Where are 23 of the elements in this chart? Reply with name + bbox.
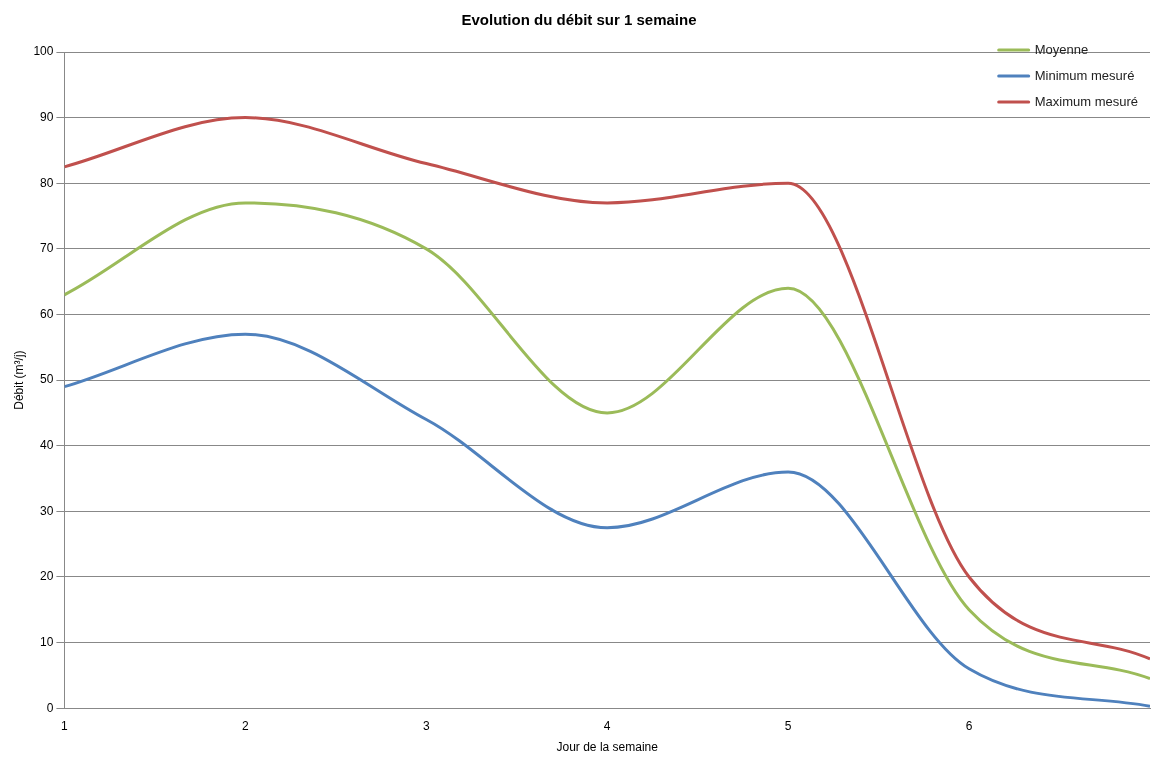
x-tick-label: 1 xyxy=(61,718,69,733)
legend-label: Maximum mesuré xyxy=(1034,93,1138,109)
x-tick-label: 5 xyxy=(784,718,792,733)
y-tick-label: 60 xyxy=(40,306,54,321)
x-tick-label: 4 xyxy=(603,718,611,733)
chart-title: Evolution du débit sur 1 semaine xyxy=(461,11,697,29)
x-axis-title: Jour de la semaine xyxy=(556,740,659,755)
y-tick-label: 40 xyxy=(40,438,54,453)
x-tick-label: 6 xyxy=(965,718,973,733)
y-tick-label: 30 xyxy=(40,503,54,518)
y-tick-label: 80 xyxy=(40,175,54,190)
y-tick-label: 90 xyxy=(40,109,54,124)
x-tick-label: 3 xyxy=(422,718,430,733)
y-axis-title: Débit (m³/j) xyxy=(11,350,26,410)
x-tick-label: 2 xyxy=(242,718,250,733)
y-tick-label: 50 xyxy=(40,372,54,387)
y-tick-label: 0 xyxy=(46,700,54,715)
y-tick-label: 10 xyxy=(40,634,54,649)
y-tick-label: 20 xyxy=(40,569,54,584)
y-tick-label: 100 xyxy=(33,44,54,59)
y-tick-label: 70 xyxy=(40,241,54,256)
legend-label: Moyenne xyxy=(1034,41,1089,57)
legend-label: Minimum mesuré xyxy=(1034,67,1135,83)
